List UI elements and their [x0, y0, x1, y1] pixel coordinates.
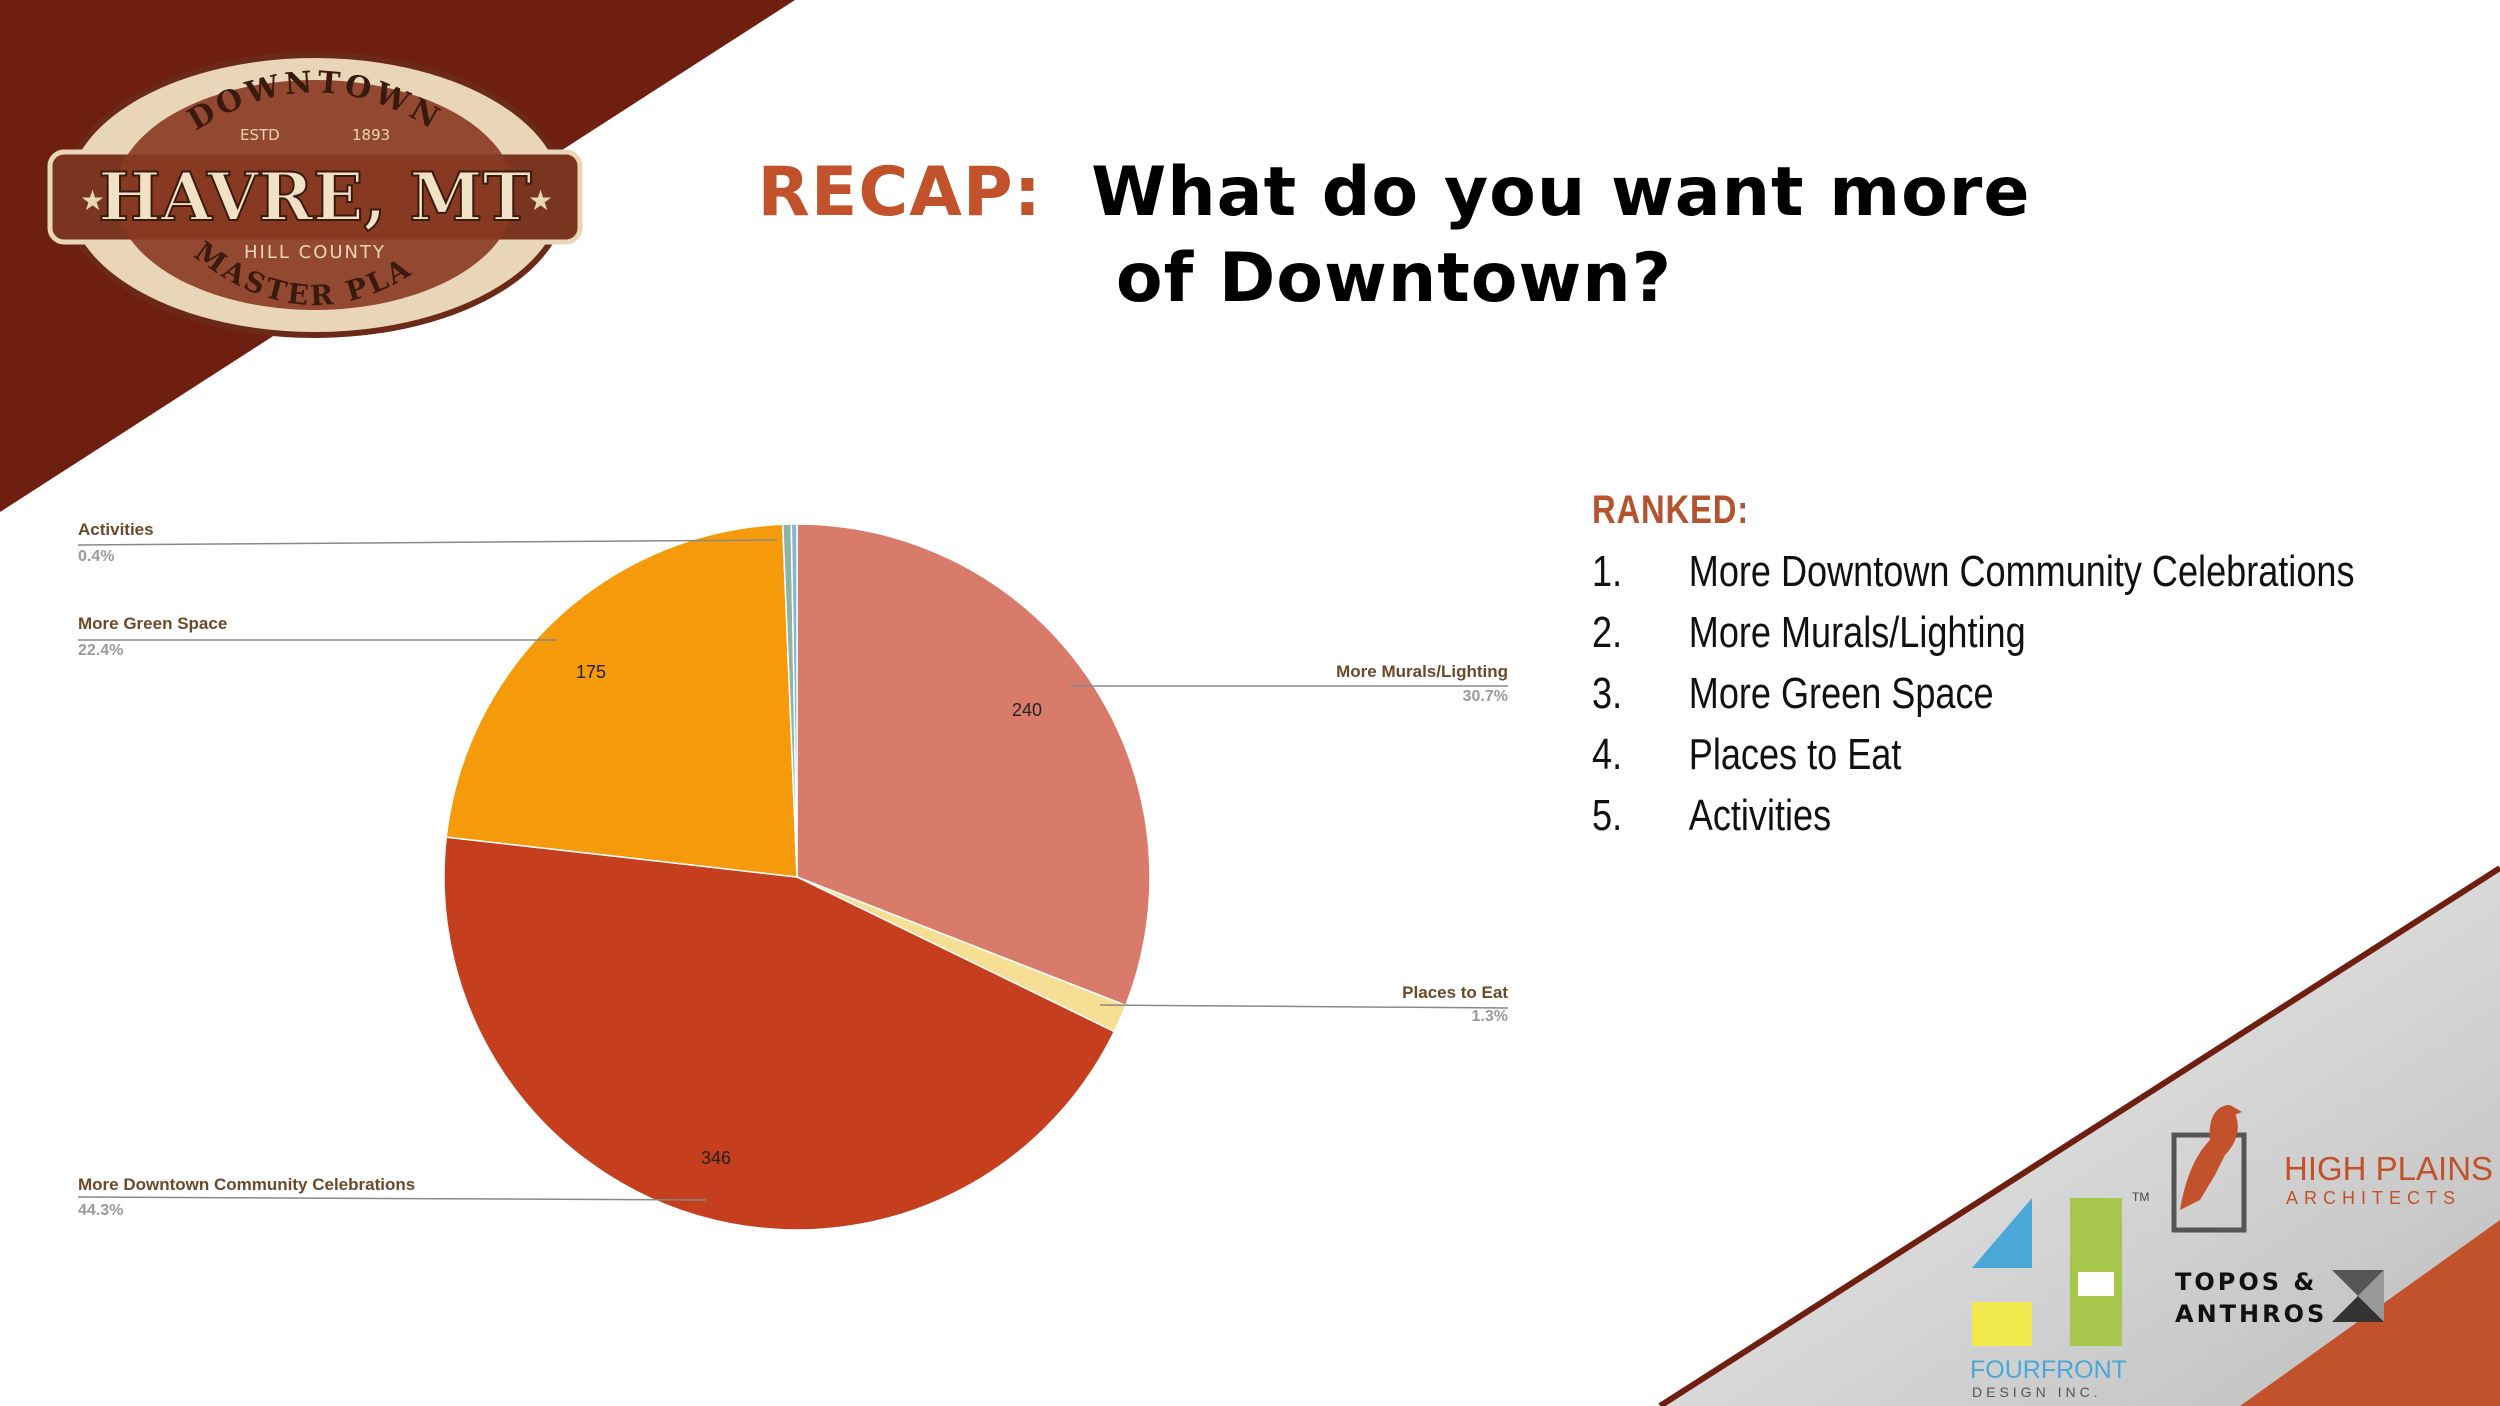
pct-celebrations: 44.3%: [78, 1202, 124, 1219]
logo-star-right-icon: ★: [528, 185, 553, 216]
logo-sub1: HILL COUNTY: [244, 242, 386, 263]
fourfront-name: FOURFRONT: [1970, 1356, 2127, 1384]
label-celebrations: More Downtown Community Celebrations: [78, 1175, 416, 1194]
ranked-item: 4. Places to Eat: [1592, 730, 1902, 779]
title-line1: What do you want more: [1091, 153, 2031, 232]
pie-slice-0: [796, 523, 1151, 1007]
topos-anthros-logo: TOPOS & ANTHROS: [2175, 1268, 2328, 1328]
ranked-list: RANKED: 1. More Downtown Community Celebr…: [1592, 488, 2500, 846]
high-plains-sub: ARCHITECTS: [2286, 1188, 2462, 1208]
pct-places-to-eat: 1.3%: [1471, 1008, 1508, 1025]
pct-murals: 30.7%: [1462, 688, 1508, 705]
label-murals: More Murals/Lighting: [1336, 662, 1508, 681]
pie-leader-lines: [77, 539, 1509, 1201]
pie-slice-2: [443, 836, 1116, 1231]
label-places-to-eat: Places to Eat: [1402, 983, 1508, 1002]
ranked-item: 5. Activities: [1592, 791, 1832, 840]
pie-slice-5: [790, 523, 798, 878]
logo-estd: ESTD: [240, 126, 280, 144]
high-plains-name: HIGH PLAINS: [2284, 1150, 2494, 1187]
logo-year: 1893: [352, 126, 390, 144]
slice-value-murals: 240: [1012, 700, 1042, 720]
label-activities: Activities: [78, 520, 154, 539]
title-prefix: RECAP:: [757, 153, 1042, 232]
ranked-heading: RANKED:: [1592, 488, 1749, 532]
logo-main-text: HAVRE, MT: [98, 158, 531, 236]
havre-logo: DOWNTOWN ESTD 1893 HAVRE, MT ★ ★ HILL CO…: [40, 40, 583, 338]
pct-activities: 0.4%: [78, 548, 115, 565]
leader-celebrations: [77, 1196, 707, 1201]
leader-activities: [77, 539, 778, 546]
leader-places-to-eat: [1099, 1004, 1509, 1009]
pct-green-space: 22.4%: [78, 642, 124, 659]
label-green-space: More Green Space: [78, 614, 228, 633]
title-line2: of Downtown?: [1115, 239, 1673, 318]
fourfront-logo-mark: [1972, 1198, 2122, 1346]
ranked-item: 3. More Green Space: [1592, 669, 1994, 718]
slice-value-celebrations: 346: [701, 1148, 731, 1168]
pie-slice-3: [445, 523, 798, 878]
slide-title: RECAP: What do you want more of Downtown…: [684, 150, 2104, 322]
ranked-item: 1. More Downtown Community Celebrations: [1592, 547, 2355, 596]
logo-star-left-icon: ★: [80, 185, 105, 216]
ranked-item: 2. More Murals/Lighting: [1592, 608, 2026, 657]
slice-value-green-space: 175: [576, 662, 606, 682]
fourfront-tm: TM: [2132, 1190, 2150, 1204]
pie-slices: [443, 523, 1151, 1231]
topos-anthros-mark-icon: [2332, 1270, 2384, 1322]
fourfront-sub: DESIGN INC.: [1972, 1384, 2102, 1400]
bottom-right-red-edge: [1658, 865, 2500, 1406]
high-plains-falcon-logo: [2171, 1105, 2247, 1233]
pie-chart: 240 346 175: [77, 523, 1509, 1231]
